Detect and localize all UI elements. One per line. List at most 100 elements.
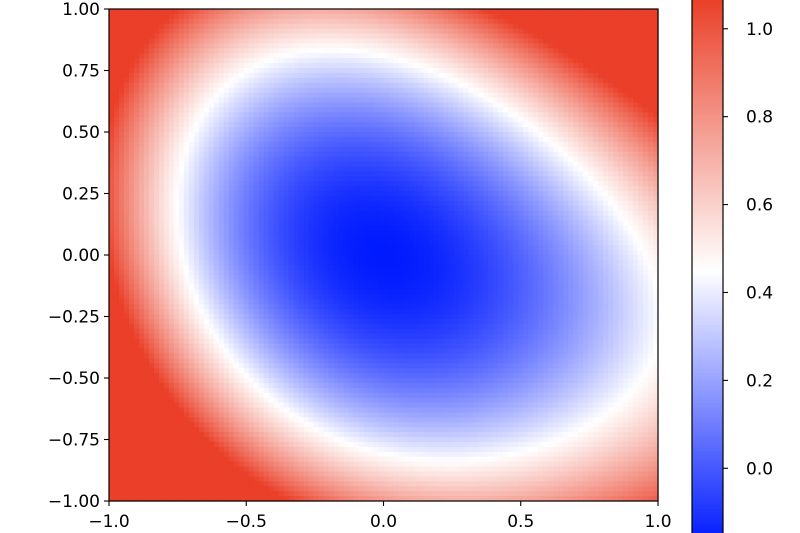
heatmap-cell	[428, 186, 435, 192]
heatmap-cell	[148, 92, 155, 99]
heatmap-cell	[618, 28, 624, 35]
heatmap-cell	[153, 122, 160, 128]
heatmap-cell	[173, 43, 180, 49]
heatmap-cell	[643, 23, 649, 30]
heatmap-cell	[628, 38, 634, 45]
heatmap-cell	[563, 23, 569, 30]
heatmap-cell	[533, 13, 539, 20]
heatmap-cell	[293, 82, 300, 89]
heatmap-cell	[578, 200, 584, 207]
heatmap-cell	[358, 63, 365, 69]
heatmap-cell	[433, 87, 439, 94]
heatmap-cell	[308, 181, 315, 187]
heatmap-cell	[308, 63, 315, 69]
heatmap-cell	[463, 102, 469, 108]
heatmap-cell	[463, 23, 469, 30]
heatmap-cell	[588, 87, 594, 94]
heatmap-cell	[573, 72, 579, 79]
heatmap-cell	[123, 176, 130, 182]
heatmap-cell	[313, 77, 320, 84]
heatmap-cell	[148, 43, 155, 49]
heatmap-cell	[208, 63, 215, 69]
heatmap-cell	[473, 220, 479, 227]
heatmap-cell	[243, 166, 250, 172]
heatmap-cell	[333, 127, 340, 133]
heatmap-cell	[153, 215, 160, 222]
heatmap-cell	[623, 112, 629, 118]
heatmap-cell	[648, 171, 654, 177]
heatmap-cell	[503, 225, 509, 231]
heatmap-cell	[493, 48, 499, 54]
heatmap-cell	[418, 68, 425, 74]
heatmap-cell	[553, 181, 559, 187]
heatmap-cell	[558, 97, 564, 104]
heatmap-cell	[348, 176, 355, 182]
heatmap-cell	[628, 181, 634, 187]
heatmap-cell	[293, 53, 300, 59]
heatmap-cell	[208, 68, 215, 74]
heatmap-cell	[393, 171, 400, 177]
heatmap-cell	[633, 181, 639, 187]
heatmap-cell	[183, 48, 190, 54]
heatmap-cell	[283, 151, 290, 158]
heatmap-cell	[143, 151, 150, 158]
heatmap-cell	[223, 28, 230, 35]
heatmap-cell	[488, 112, 494, 118]
heatmap-cell	[538, 215, 544, 222]
heatmap-cell	[213, 13, 220, 20]
heatmap-cell	[148, 156, 155, 163]
heatmap-cell	[533, 146, 539, 153]
heatmap-cell	[388, 171, 395, 177]
heatmap-cell	[468, 186, 474, 192]
heatmap-cell	[503, 33, 509, 40]
heatmap-cell	[338, 117, 345, 123]
heatmap-cell	[248, 102, 255, 108]
heatmap-cell	[163, 13, 170, 20]
heatmap-cell	[438, 151, 444, 158]
heatmap-cell	[423, 205, 430, 212]
heatmap-cell	[498, 166, 504, 172]
heatmap-cell	[473, 166, 479, 172]
heatmap-cell	[328, 151, 335, 158]
heatmap-cell	[208, 191, 215, 197]
heatmap-cell	[493, 176, 499, 182]
heatmap-cell	[643, 77, 649, 84]
heatmap-cell	[383, 161, 390, 168]
heatmap-cell	[473, 38, 479, 45]
heatmap-cell	[348, 28, 355, 35]
heatmap-cell	[548, 220, 554, 227]
heatmap-cell	[203, 18, 210, 25]
heatmap-cell	[318, 77, 325, 84]
heatmap-cell	[608, 127, 614, 133]
heatmap-cell	[423, 58, 430, 64]
heatmap-cell	[518, 92, 524, 99]
heatmap-cell	[383, 87, 390, 94]
heatmap-cell	[498, 23, 504, 30]
heatmap-cell	[548, 166, 554, 172]
heatmap-cell	[438, 28, 444, 35]
heatmap-cell	[193, 38, 200, 45]
heatmap-cell	[133, 58, 140, 64]
heatmap-cell	[553, 92, 559, 99]
heatmap-cell	[428, 200, 435, 207]
heatmap-cell	[628, 97, 634, 104]
heatmap-cell	[403, 97, 410, 104]
heatmap-cell	[268, 102, 275, 108]
heatmap-cell	[403, 146, 410, 153]
heatmap-cell	[248, 87, 255, 94]
heatmap-cell	[138, 122, 145, 128]
heatmap-cell	[358, 53, 365, 59]
heatmap-cell	[183, 166, 190, 172]
heatmap-cell	[473, 68, 479, 74]
heatmap-cell	[358, 195, 365, 202]
heatmap-cell	[598, 220, 604, 227]
heatmap-cell	[278, 68, 285, 74]
heatmap-cell	[233, 43, 240, 49]
heatmap-cell	[478, 48, 484, 54]
heatmap-cell	[443, 102, 449, 108]
heatmap-cell	[638, 58, 644, 64]
heatmap-cell	[378, 166, 385, 172]
heatmap-cell	[463, 181, 469, 187]
heatmap-cell	[478, 18, 484, 25]
heatmap-cell	[273, 48, 280, 54]
